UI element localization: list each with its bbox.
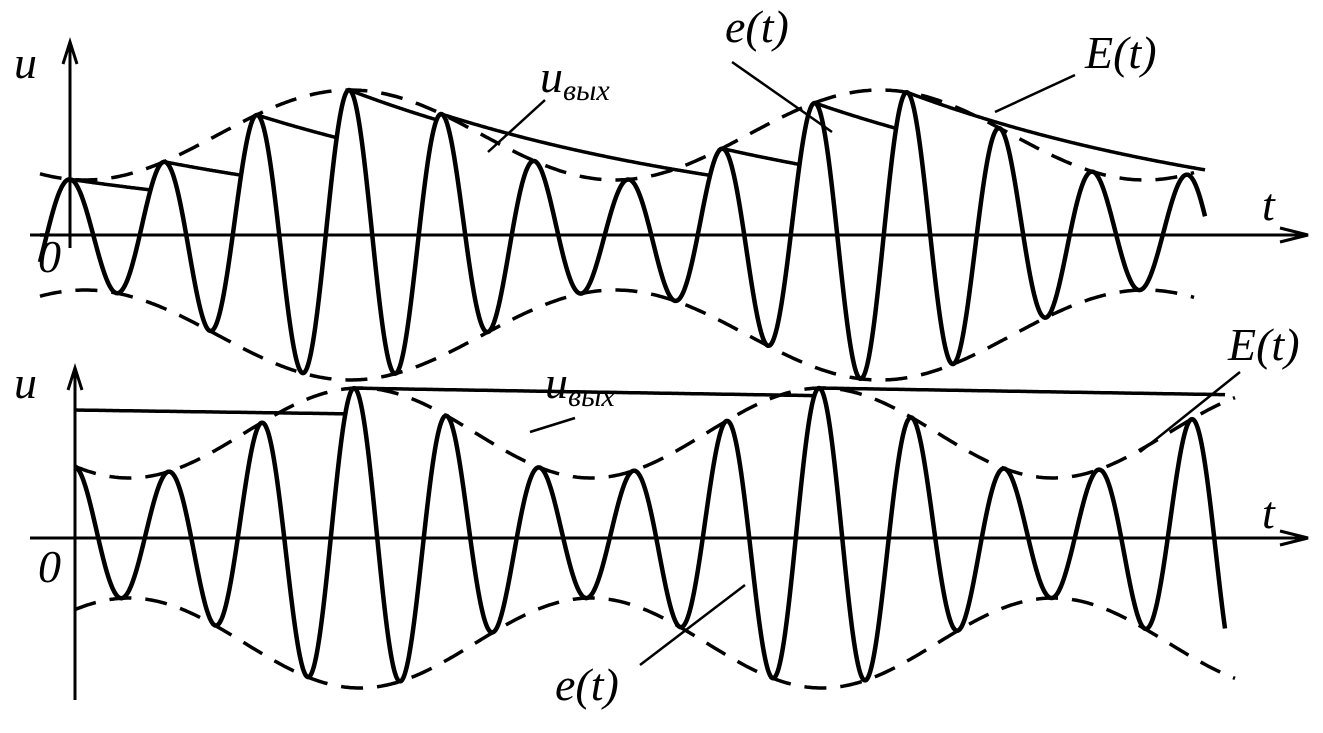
axis-arrow: [66, 363, 84, 391]
axis-arrow: [1279, 226, 1309, 244]
leader-line: [529, 416, 576, 434]
axis-label: u: [14, 37, 37, 88]
envelope-lower: [74, 596, 1236, 690]
axis-arrow: [1279, 529, 1309, 547]
carrier-label: e(t): [725, 1, 789, 52]
output-label-main: u: [540, 51, 563, 102]
output-voltage: [40, 88, 1206, 237]
axis-label: u: [14, 357, 37, 408]
output-label: uвых: [545, 357, 615, 413]
leader-line: [994, 73, 1076, 114]
leader-line: [731, 60, 833, 134]
envelope-upper: [39, 88, 1195, 182]
carrier-wave: [73, 385, 1228, 684]
leader-line: [639, 584, 746, 666]
output-label-sub: вых: [568, 380, 615, 413]
carrier-label: e(t): [555, 659, 619, 710]
envelope-label: E(t): [1227, 319, 1300, 370]
carrier-wave: [37, 87, 1208, 382]
output-voltage: [75, 386, 1226, 416]
envelope-upper: [74, 386, 1236, 480]
envelope-lower: [39, 288, 1195, 382]
waveforms: [30, 37, 1309, 700]
time-label: t: [1262, 179, 1276, 230]
axis-arrow: [61, 37, 79, 65]
output-label-sub: вых: [563, 74, 610, 107]
time-label: t: [1262, 487, 1276, 538]
output-label: uвых: [540, 51, 610, 107]
output-label-main: u: [545, 357, 568, 408]
envelope-label: E(t): [1084, 27, 1157, 78]
origin-label: 0: [38, 541, 61, 592]
